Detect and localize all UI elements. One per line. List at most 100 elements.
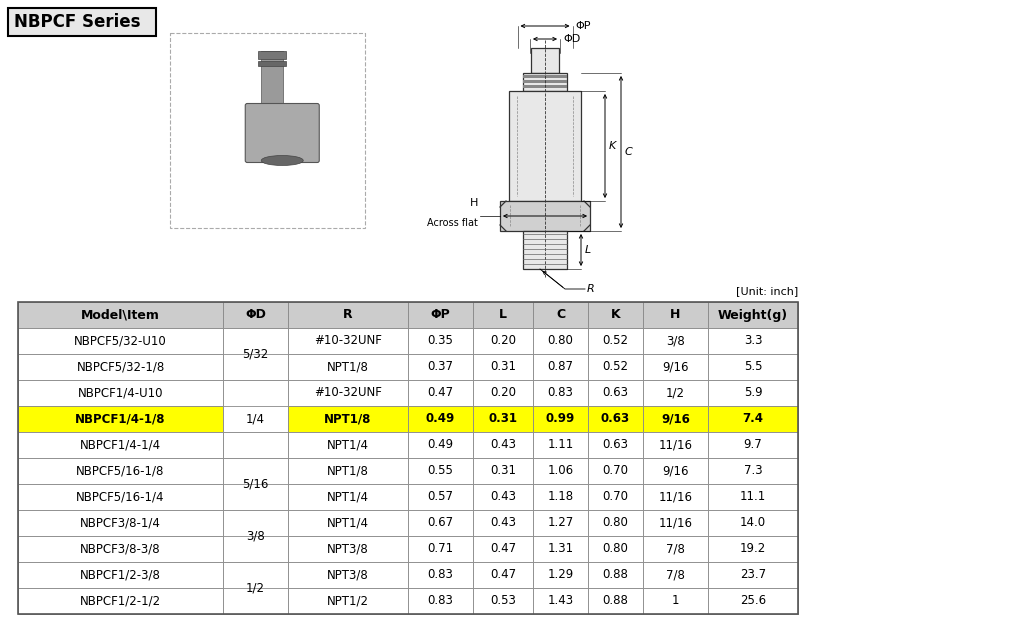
Bar bbox=[223, 328, 288, 380]
Text: 0.55: 0.55 bbox=[428, 464, 454, 477]
Bar bbox=[643, 458, 708, 484]
Text: 1.11: 1.11 bbox=[548, 439, 573, 452]
Bar bbox=[534, 302, 588, 328]
Text: 1/2: 1/2 bbox=[666, 386, 685, 399]
Bar bbox=[223, 510, 288, 562]
Text: 5.5: 5.5 bbox=[743, 361, 762, 374]
Text: 11/16: 11/16 bbox=[658, 439, 692, 452]
Text: 9/16: 9/16 bbox=[663, 361, 689, 374]
Text: C: C bbox=[625, 147, 633, 157]
Text: 0.57: 0.57 bbox=[427, 490, 454, 504]
Bar bbox=[223, 406, 288, 432]
Bar bbox=[8, 8, 156, 36]
Bar bbox=[408, 406, 473, 432]
Bar bbox=[708, 458, 798, 484]
Bar bbox=[258, 51, 287, 59]
Text: NPT1/4: NPT1/4 bbox=[327, 439, 369, 452]
Text: 0.47: 0.47 bbox=[427, 386, 454, 399]
Text: 0.43: 0.43 bbox=[490, 439, 516, 452]
Bar bbox=[531, 48, 559, 73]
Text: 3/8: 3/8 bbox=[667, 334, 685, 348]
Text: NPT1/8: NPT1/8 bbox=[327, 464, 369, 477]
Text: 1.18: 1.18 bbox=[548, 490, 573, 504]
Bar bbox=[223, 562, 288, 614]
Bar bbox=[223, 536, 288, 562]
Bar bbox=[408, 458, 473, 484]
Text: 0.83: 0.83 bbox=[548, 386, 573, 399]
Bar bbox=[473, 562, 534, 588]
Text: 0.80: 0.80 bbox=[602, 517, 629, 530]
Bar bbox=[643, 302, 708, 328]
Bar bbox=[408, 562, 473, 588]
Bar bbox=[643, 354, 708, 380]
Text: NBPCF3/8-3/8: NBPCF3/8-3/8 bbox=[80, 542, 161, 555]
Text: 23.7: 23.7 bbox=[740, 568, 766, 582]
Bar bbox=[288, 458, 408, 484]
Bar bbox=[288, 588, 408, 614]
Text: 1.31: 1.31 bbox=[548, 542, 573, 555]
Bar bbox=[18, 354, 223, 380]
Bar bbox=[588, 484, 643, 510]
Text: 7/8: 7/8 bbox=[666, 568, 685, 582]
Bar bbox=[223, 380, 288, 458]
Text: 5/16: 5/16 bbox=[243, 477, 268, 490]
Text: 0.67: 0.67 bbox=[427, 517, 454, 530]
Bar bbox=[223, 302, 288, 328]
Bar bbox=[534, 432, 588, 458]
FancyBboxPatch shape bbox=[246, 104, 319, 162]
Text: 9/16: 9/16 bbox=[662, 412, 690, 426]
Text: #10-32UNF: #10-32UNF bbox=[314, 386, 382, 399]
Bar bbox=[258, 61, 287, 66]
Text: 0.80: 0.80 bbox=[548, 334, 573, 348]
Bar bbox=[588, 588, 643, 614]
Bar bbox=[643, 562, 708, 588]
Bar bbox=[288, 354, 408, 380]
Bar bbox=[408, 354, 473, 380]
Bar bbox=[473, 588, 534, 614]
Bar bbox=[18, 484, 223, 510]
Bar bbox=[534, 354, 588, 380]
Bar bbox=[643, 432, 708, 458]
Text: 11/16: 11/16 bbox=[658, 490, 692, 504]
Bar bbox=[534, 536, 588, 562]
Text: 3.3: 3.3 bbox=[743, 334, 762, 348]
Bar bbox=[473, 536, 534, 562]
Text: R: R bbox=[343, 308, 353, 321]
Text: NPT1/4: NPT1/4 bbox=[327, 490, 369, 504]
Bar bbox=[534, 458, 588, 484]
Text: 3/8: 3/8 bbox=[246, 530, 265, 542]
Bar bbox=[588, 562, 643, 588]
Text: NBPCF Series: NBPCF Series bbox=[14, 13, 140, 31]
Bar bbox=[473, 510, 534, 536]
Text: #10-32UNF: #10-32UNF bbox=[314, 334, 382, 348]
Bar bbox=[288, 432, 408, 458]
Bar bbox=[523, 85, 567, 88]
Bar bbox=[643, 588, 708, 614]
Bar bbox=[408, 536, 473, 562]
Text: NBPCF5/16-1/8: NBPCF5/16-1/8 bbox=[77, 464, 165, 477]
Bar bbox=[288, 510, 408, 536]
Bar bbox=[523, 231, 567, 269]
Text: 9/16: 9/16 bbox=[663, 464, 689, 477]
Bar bbox=[523, 75, 567, 78]
Bar bbox=[643, 380, 708, 406]
Text: 25.6: 25.6 bbox=[740, 595, 766, 608]
Bar bbox=[18, 328, 223, 354]
Bar bbox=[18, 458, 223, 484]
Text: 0.83: 0.83 bbox=[428, 595, 454, 608]
Bar bbox=[408, 484, 473, 510]
Ellipse shape bbox=[261, 155, 303, 165]
Bar bbox=[708, 536, 798, 562]
Text: NPT3/8: NPT3/8 bbox=[327, 542, 369, 555]
Text: 11/16: 11/16 bbox=[658, 517, 692, 530]
Bar bbox=[534, 562, 588, 588]
Text: 0.20: 0.20 bbox=[490, 334, 516, 348]
Text: NPT1/4: NPT1/4 bbox=[327, 517, 369, 530]
Bar bbox=[708, 510, 798, 536]
Text: 0.71: 0.71 bbox=[427, 542, 454, 555]
Bar bbox=[588, 328, 643, 354]
Bar bbox=[588, 380, 643, 406]
Text: 0.52: 0.52 bbox=[602, 361, 629, 374]
Text: 0.43: 0.43 bbox=[490, 490, 516, 504]
Bar bbox=[18, 536, 223, 562]
